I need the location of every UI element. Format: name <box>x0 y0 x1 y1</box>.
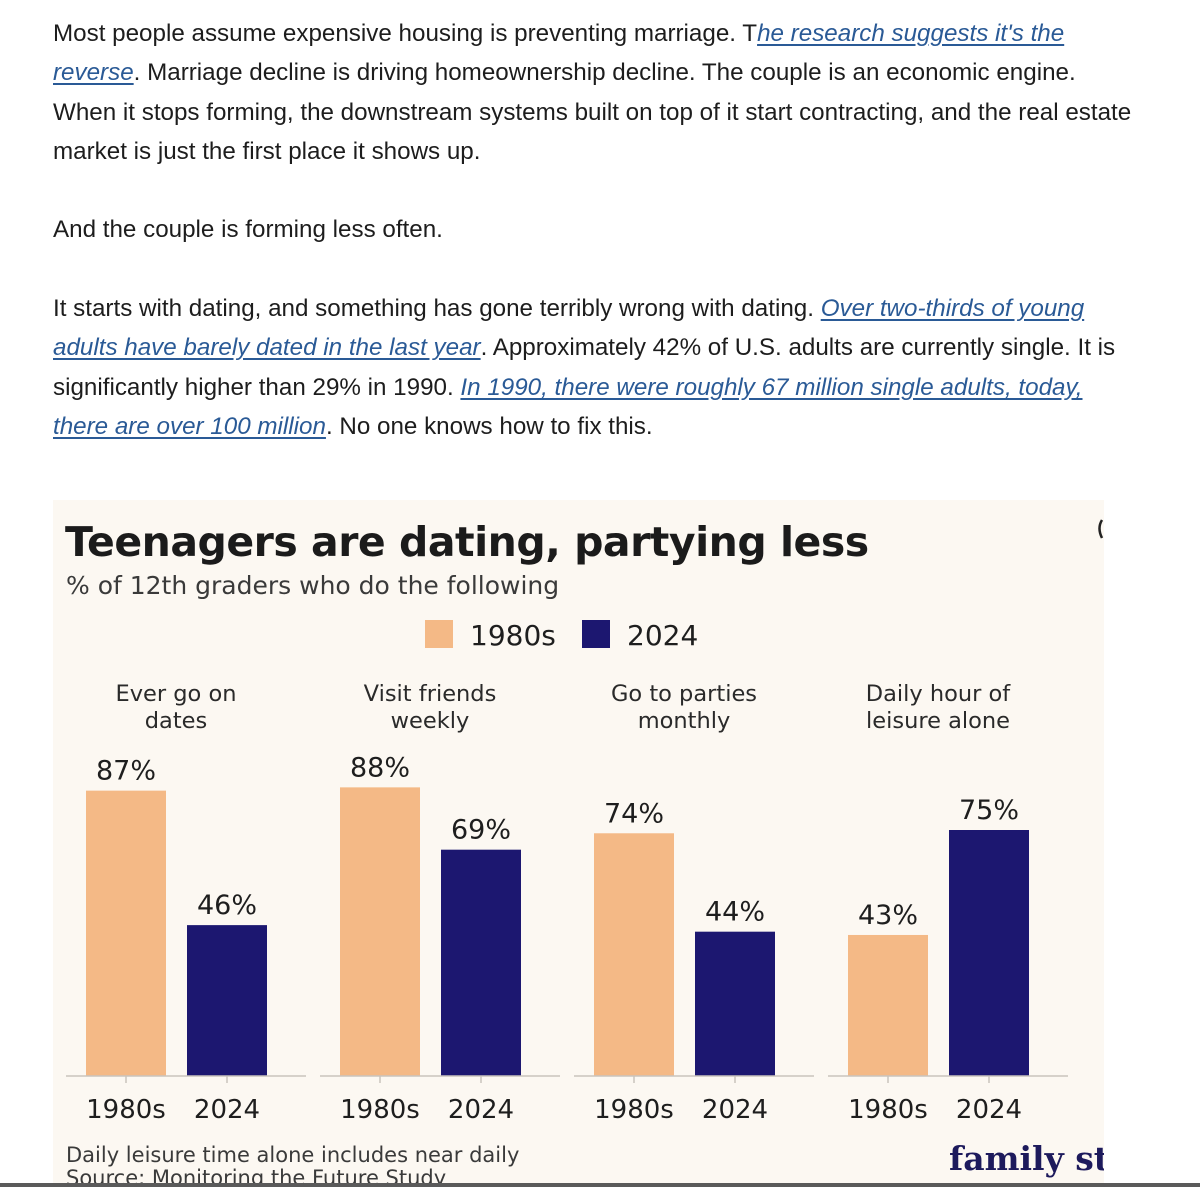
paragraph-text: . No one knows how to fix this. <box>325 412 653 440</box>
group-label: Ever go on <box>115 681 236 707</box>
article-body: Most people assume expensive housing is … <box>53 14 1143 486</box>
bar-1980s <box>594 833 674 1076</box>
bar-2024 <box>695 931 775 1076</box>
legend-swatch-2024 <box>582 620 610 648</box>
page-bottom-border <box>0 1183 1200 1187</box>
bar-1980s <box>848 934 928 1076</box>
paragraph-couple: And the couple is forming less often. <box>53 216 443 244</box>
family-studies-logo: family studies <box>949 1139 1104 1178</box>
chart-subtitle: % of 12th graders who do the following <box>66 571 559 600</box>
chart-legend: 1980s 2024 <box>425 619 698 652</box>
bar-2024 <box>441 849 521 1076</box>
paragraph-text: . Approximately 42% of U.S. adults are c… <box>53 334 1116 401</box>
x-tick-label: 2024 <box>956 1095 1022 1125</box>
bar-1980s <box>86 790 166 1076</box>
bar-1980s <box>340 787 420 1076</box>
paragraph-text: Most people assume expensive housing is … <box>53 20 758 47</box>
paragraph-text: It starts with dating, and something has… <box>53 295 821 323</box>
chart-note: Daily leisure time alone includes near d… <box>66 1143 519 1167</box>
legend-swatch-1980s <box>425 620 453 648</box>
group-label: leisure alone <box>866 708 1010 734</box>
group-label: Go to parties <box>611 681 757 707</box>
single-adults-link[interactable]: In 1990, there were roughly 67 million s… <box>53 373 1083 440</box>
x-tick-label: 1980s <box>594 1095 674 1125</box>
value-label: 88% <box>350 752 410 783</box>
value-label: 74% <box>604 798 664 829</box>
bar-chart: Teenagers are dating, partying less % of… <box>65 518 1104 1187</box>
paragraph-text: . Marriage decline is driving homeowners… <box>53 59 1132 165</box>
cropped-glyph-mark <box>1098 519 1104 539</box>
group-label: Daily hour of <box>866 681 1012 707</box>
group-label: monthly <box>638 708 731 734</box>
research-link[interactable]: he research suggests it's the reverse <box>53 20 1065 87</box>
value-label: 75% <box>959 795 1019 826</box>
group-label: dates <box>145 708 207 734</box>
bar-2024 <box>949 830 1029 1076</box>
x-tick-label: 1980s <box>848 1095 928 1125</box>
legend-label-2024: 2024 <box>627 619 698 652</box>
value-label: 69% <box>451 815 511 846</box>
x-tick-label: 2024 <box>702 1095 768 1125</box>
chart-card: Teenagers are dating, partying less % of… <box>53 500 1104 1187</box>
legend-label-1980s: 1980s <box>470 619 556 652</box>
value-label: 43% <box>858 900 918 931</box>
dating-survey-link[interactable]: Over two-thirds of young adults have bar… <box>53 295 1085 362</box>
value-label: 87% <box>96 756 156 787</box>
paragraph-dating: It starts with dating, and something has… <box>53 289 1143 446</box>
chart-source: Source: Monitoring the Future Study <box>66 1166 446 1187</box>
x-tick-label: 1980s <box>340 1095 420 1125</box>
paragraph-housing: Most people assume expensive housing is … <box>53 14 1143 171</box>
x-tick-label: 2024 <box>194 1095 260 1125</box>
x-tick-label: 1980s <box>86 1095 166 1125</box>
group-label: Visit friends <box>364 681 497 707</box>
value-label: 46% <box>197 890 257 921</box>
bar-2024 <box>187 925 267 1076</box>
value-label: 44% <box>705 897 765 928</box>
x-tick-label: 2024 <box>448 1095 514 1125</box>
chart-title: Teenagers are dating, partying less <box>65 518 869 566</box>
group-label: weekly <box>391 708 470 734</box>
